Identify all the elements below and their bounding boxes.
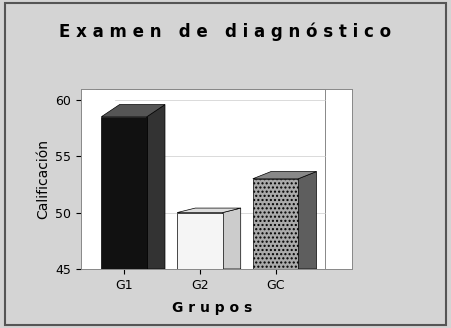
Polygon shape (298, 172, 317, 269)
Bar (177, 213, 222, 269)
Y-axis label: Calificación: Calificación (36, 139, 50, 219)
Polygon shape (147, 105, 165, 269)
Polygon shape (101, 105, 165, 117)
Bar (253, 179, 298, 269)
Polygon shape (222, 208, 241, 269)
Polygon shape (253, 172, 317, 179)
Polygon shape (177, 208, 241, 213)
Text: E x a m e n   d e   d i a g n ó s t i c o: E x a m e n d e d i a g n ó s t i c o (60, 23, 391, 41)
Text: G r u p o s: G r u p o s (172, 301, 252, 315)
Bar (101, 117, 147, 269)
